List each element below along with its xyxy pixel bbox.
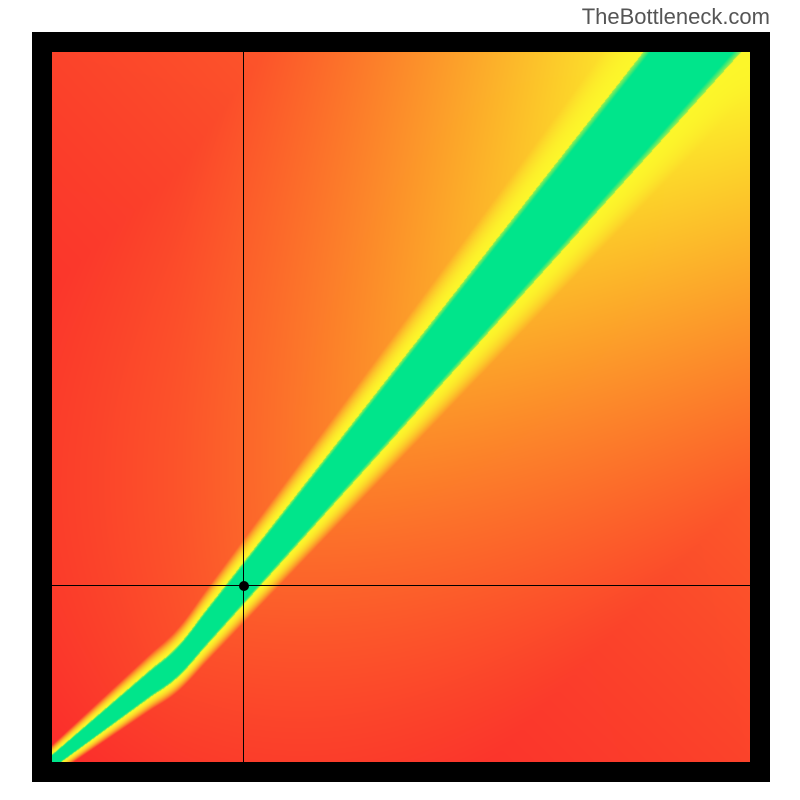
crosshair-marker [239, 581, 249, 591]
chart-container: TheBottleneck.com [0, 0, 800, 800]
watermark-text: TheBottleneck.com [582, 4, 770, 30]
crosshair-vertical [243, 52, 244, 762]
heatmap-canvas [52, 52, 750, 762]
crosshair-horizontal [52, 585, 750, 586]
